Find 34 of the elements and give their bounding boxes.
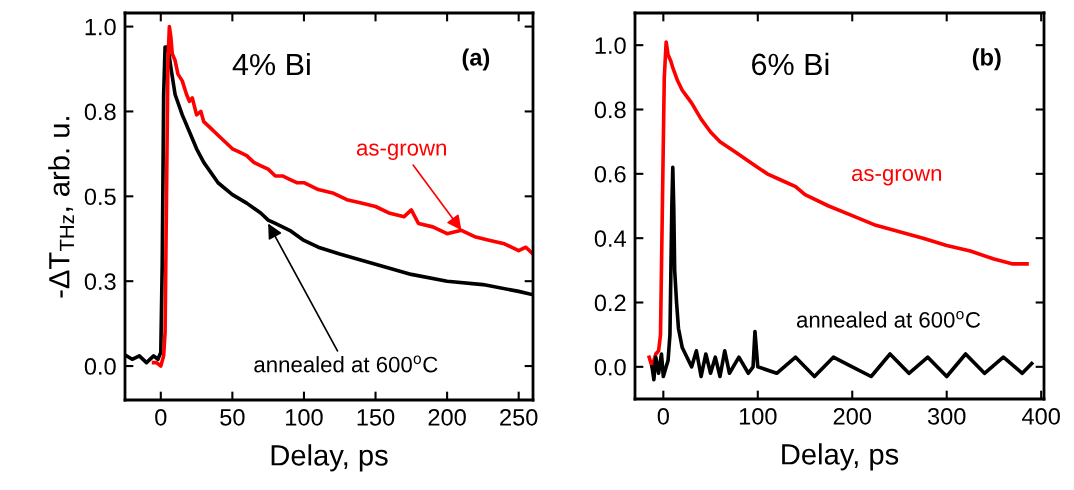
- y-tick-label: 0.8: [594, 101, 626, 119]
- x-tick-label: 0: [657, 407, 669, 425]
- y-tick-label: 0.0: [84, 358, 116, 375]
- annotation: annealed at 600$^{o}$C: [254, 355, 438, 373]
- y-axis-title: -ΔT$_{THz}$, arb. u.: [48, 117, 74, 298]
- annotation: as-grown: [852, 168, 942, 186]
- y-tick-label: 0.5: [84, 188, 116, 206]
- y-tick-label: 1.0: [85, 18, 116, 36]
- x-tick-label: 0: [155, 408, 167, 426]
- y-tick-label: 0.3: [84, 273, 116, 290]
- y-tick-label: 0.6: [594, 165, 626, 183]
- y-tick-label: 0.0: [594, 358, 626, 376]
- line-series: [650, 165, 1034, 382]
- x-tick-label: 400: [1022, 407, 1060, 425]
- x-tick-label: 250: [500, 408, 538, 426]
- annotation: (a): [462, 48, 490, 71]
- x-tick-label: 150: [357, 408, 395, 426]
- annotation: annealed at 600$^{o}$C: [796, 310, 981, 328]
- annotation: 6% Bi: [752, 52, 829, 76]
- y-tick-label: 0.4: [594, 230, 626, 247]
- x-tick-label: 100: [739, 407, 777, 425]
- x-tick-label: 200: [833, 407, 872, 425]
- x-tick-label: 300: [927, 407, 966, 425]
- y-tick-label: 0.2: [594, 294, 626, 312]
- x-axis-title: Delay, ps: [782, 443, 899, 471]
- annotation: (b): [972, 48, 1001, 71]
- y-tick-label: 0.8: [84, 103, 116, 121]
- x-tick-label: 100: [286, 408, 323, 426]
- x-tick-label: 200: [428, 408, 466, 426]
- x-axis-title: Delay, ps: [271, 444, 388, 472]
- y-tick-label: 1.0: [595, 37, 626, 54]
- annotation: as-grown: [356, 143, 446, 161]
- x-tick-label: 50: [220, 408, 245, 426]
- annotation: 4% Bi: [232, 52, 310, 76]
